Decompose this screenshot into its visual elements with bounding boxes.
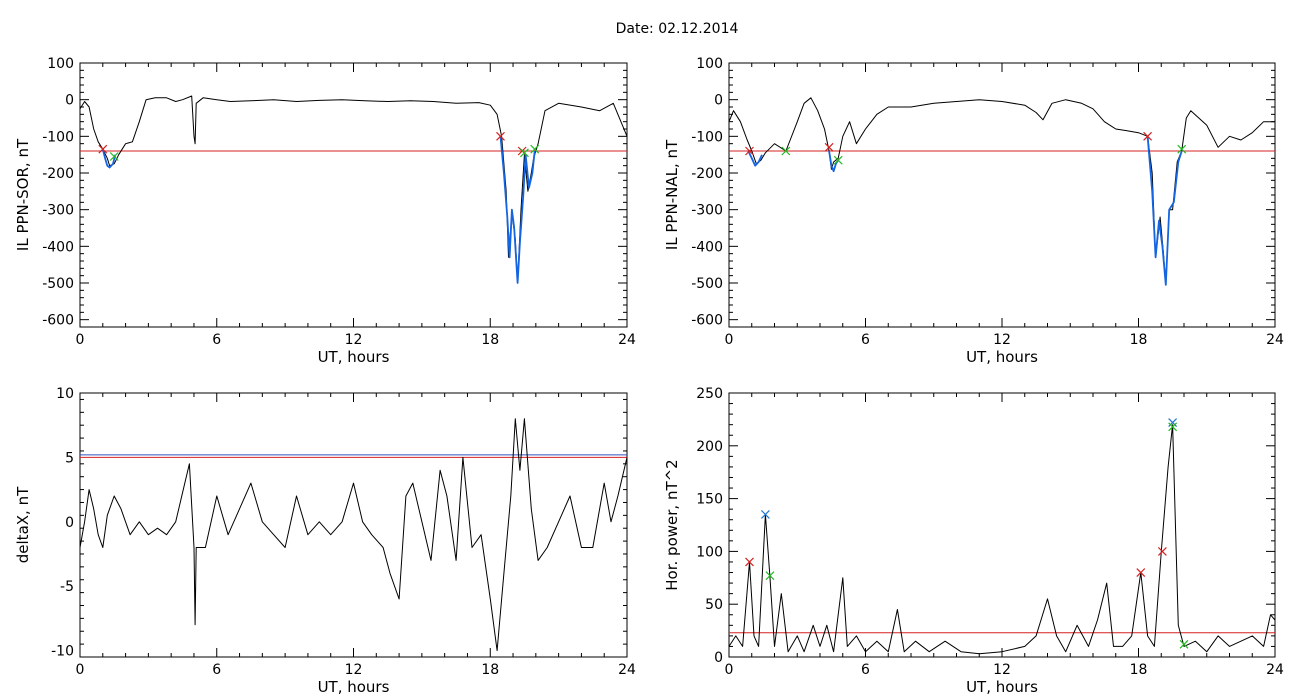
end-marker [1177, 144, 1187, 154]
end-marker [833, 155, 843, 165]
start-marker [745, 557, 754, 567]
plot-area [729, 424, 1275, 655]
event-segment [828, 150, 839, 173]
plot-frame [728, 62, 1276, 328]
y-tick-label: 0 [714, 650, 723, 666]
y-axis-label: IL PPN-SOR, nT [14, 138, 32, 251]
event-segment [747, 150, 763, 167]
x-axis-label: UT, hours [318, 678, 390, 696]
y-tick-label: 250 [696, 386, 723, 402]
y-tick-label: 0 [65, 515, 74, 531]
end-marker [520, 148, 529, 158]
data-trace [80, 95, 627, 284]
x-axis-label: UT, hours [966, 348, 1038, 366]
y-tick-label: 50 [705, 597, 723, 613]
x-tick-label: 12 [993, 662, 1011, 678]
y-tick-label: -200 [691, 166, 723, 182]
end-marker [1168, 422, 1178, 432]
plot-frame [79, 62, 628, 328]
y-tick-label: -500 [42, 276, 74, 292]
y-tick-label: -600 [691, 313, 723, 329]
y-tick-label: -600 [42, 313, 74, 329]
y-tick-label: -100 [691, 129, 723, 145]
x-tick-label: 24 [1266, 662, 1284, 678]
event-segment [1146, 136, 1183, 286]
x-tick-label: 18 [481, 332, 499, 348]
x-tick-label: 0 [725, 332, 734, 348]
end-marker [530, 144, 540, 154]
y-axis-label: IL PPN-NAL, nT [663, 139, 681, 250]
end-marker [109, 152, 119, 161]
x-tick-label: 24 [618, 662, 636, 678]
y-tick-label: -5 [60, 579, 74, 595]
start-marker [745, 146, 754, 156]
data-trace [80, 418, 627, 652]
y-tick-label: -300 [691, 203, 723, 219]
y-tick-label: -10 [51, 644, 74, 660]
x-tick-label: 12 [993, 332, 1011, 348]
x-tick-label: 6 [212, 662, 221, 678]
x-tick-label: 18 [1130, 662, 1148, 678]
x-tick-label: 12 [345, 662, 363, 678]
y-tick-label: 100 [696, 544, 723, 560]
y-tick-label: 100 [696, 56, 723, 72]
x-tick-label: 24 [618, 332, 636, 348]
start-marker [496, 131, 505, 141]
y-tick-label: 0 [714, 93, 723, 109]
x-tick-label: 0 [76, 662, 85, 678]
peak-marker [1168, 418, 1178, 427]
y-axis-label: Hor. power, nT^2 [663, 459, 681, 590]
y-tick-label: 5 [65, 450, 74, 466]
x-tick-label: 24 [1266, 332, 1284, 348]
plot-area [80, 95, 627, 284]
y-tick-label: 0 [65, 93, 74, 109]
y-tick-label: 200 [696, 439, 723, 455]
panel-p2: 0 6 12 18 24 100 0 -100 -200 -300 -400 -500 -600 UT, … [663, 56, 1284, 366]
plot-frame [728, 392, 1276, 658]
x-tick-label: 6 [861, 662, 870, 678]
x-tick-label: 0 [76, 332, 85, 348]
peak-marker [760, 510, 770, 519]
start-marker [824, 142, 834, 152]
x-tick-label: 6 [861, 332, 870, 348]
end-marker [781, 146, 791, 156]
y-tick-label: 150 [696, 492, 723, 508]
y-tick-label: -400 [691, 239, 723, 255]
data-trace [729, 97, 1275, 286]
x-tick-label: 0 [725, 662, 734, 678]
end-marker [765, 571, 775, 581]
start-marker [1143, 131, 1153, 141]
x-tick-label: 18 [1130, 332, 1148, 348]
start-marker [1157, 546, 1167, 556]
panel-p1: 0 6 12 18 24 100 0 -100 -200 -300 -400 -500 -600 UT, … [14, 56, 636, 366]
start-marker [1136, 568, 1146, 577]
y-tick-label: -400 [42, 239, 74, 255]
data-trace [729, 424, 1275, 655]
x-tick-label: 12 [345, 332, 363, 348]
event-segment [499, 136, 536, 284]
figure-title: Date: 02.12.2014 [616, 21, 739, 37]
plot-area [80, 418, 627, 652]
y-tick-label: -500 [691, 276, 723, 292]
x-tick-label: 18 [481, 662, 499, 678]
y-tick-label: -100 [42, 129, 74, 145]
x-axis-label: UT, hours [966, 678, 1038, 696]
y-tick-label: -200 [42, 166, 74, 182]
start-marker [98, 144, 108, 154]
plot-area [729, 97, 1275, 286]
panel-p3: 0 6 12 18 24 10 5 0 -5 -10 UT, hours deltaX, nT [14, 386, 636, 696]
end-marker [1179, 639, 1189, 649]
y-tick-label: -300 [42, 203, 74, 219]
x-tick-label: 6 [212, 332, 221, 348]
y-tick-label: 10 [56, 386, 74, 402]
y-axis-label: deltaX, nT [14, 486, 32, 563]
panel-p4: 0 6 12 18 24 250 200 150 100 50 0 UT, hours Hor. pow… [663, 386, 1284, 696]
event-segment [101, 148, 117, 169]
plot-frame [79, 392, 628, 658]
y-tick-label: 100 [47, 56, 74, 72]
x-axis-label: UT, hours [318, 348, 390, 366]
